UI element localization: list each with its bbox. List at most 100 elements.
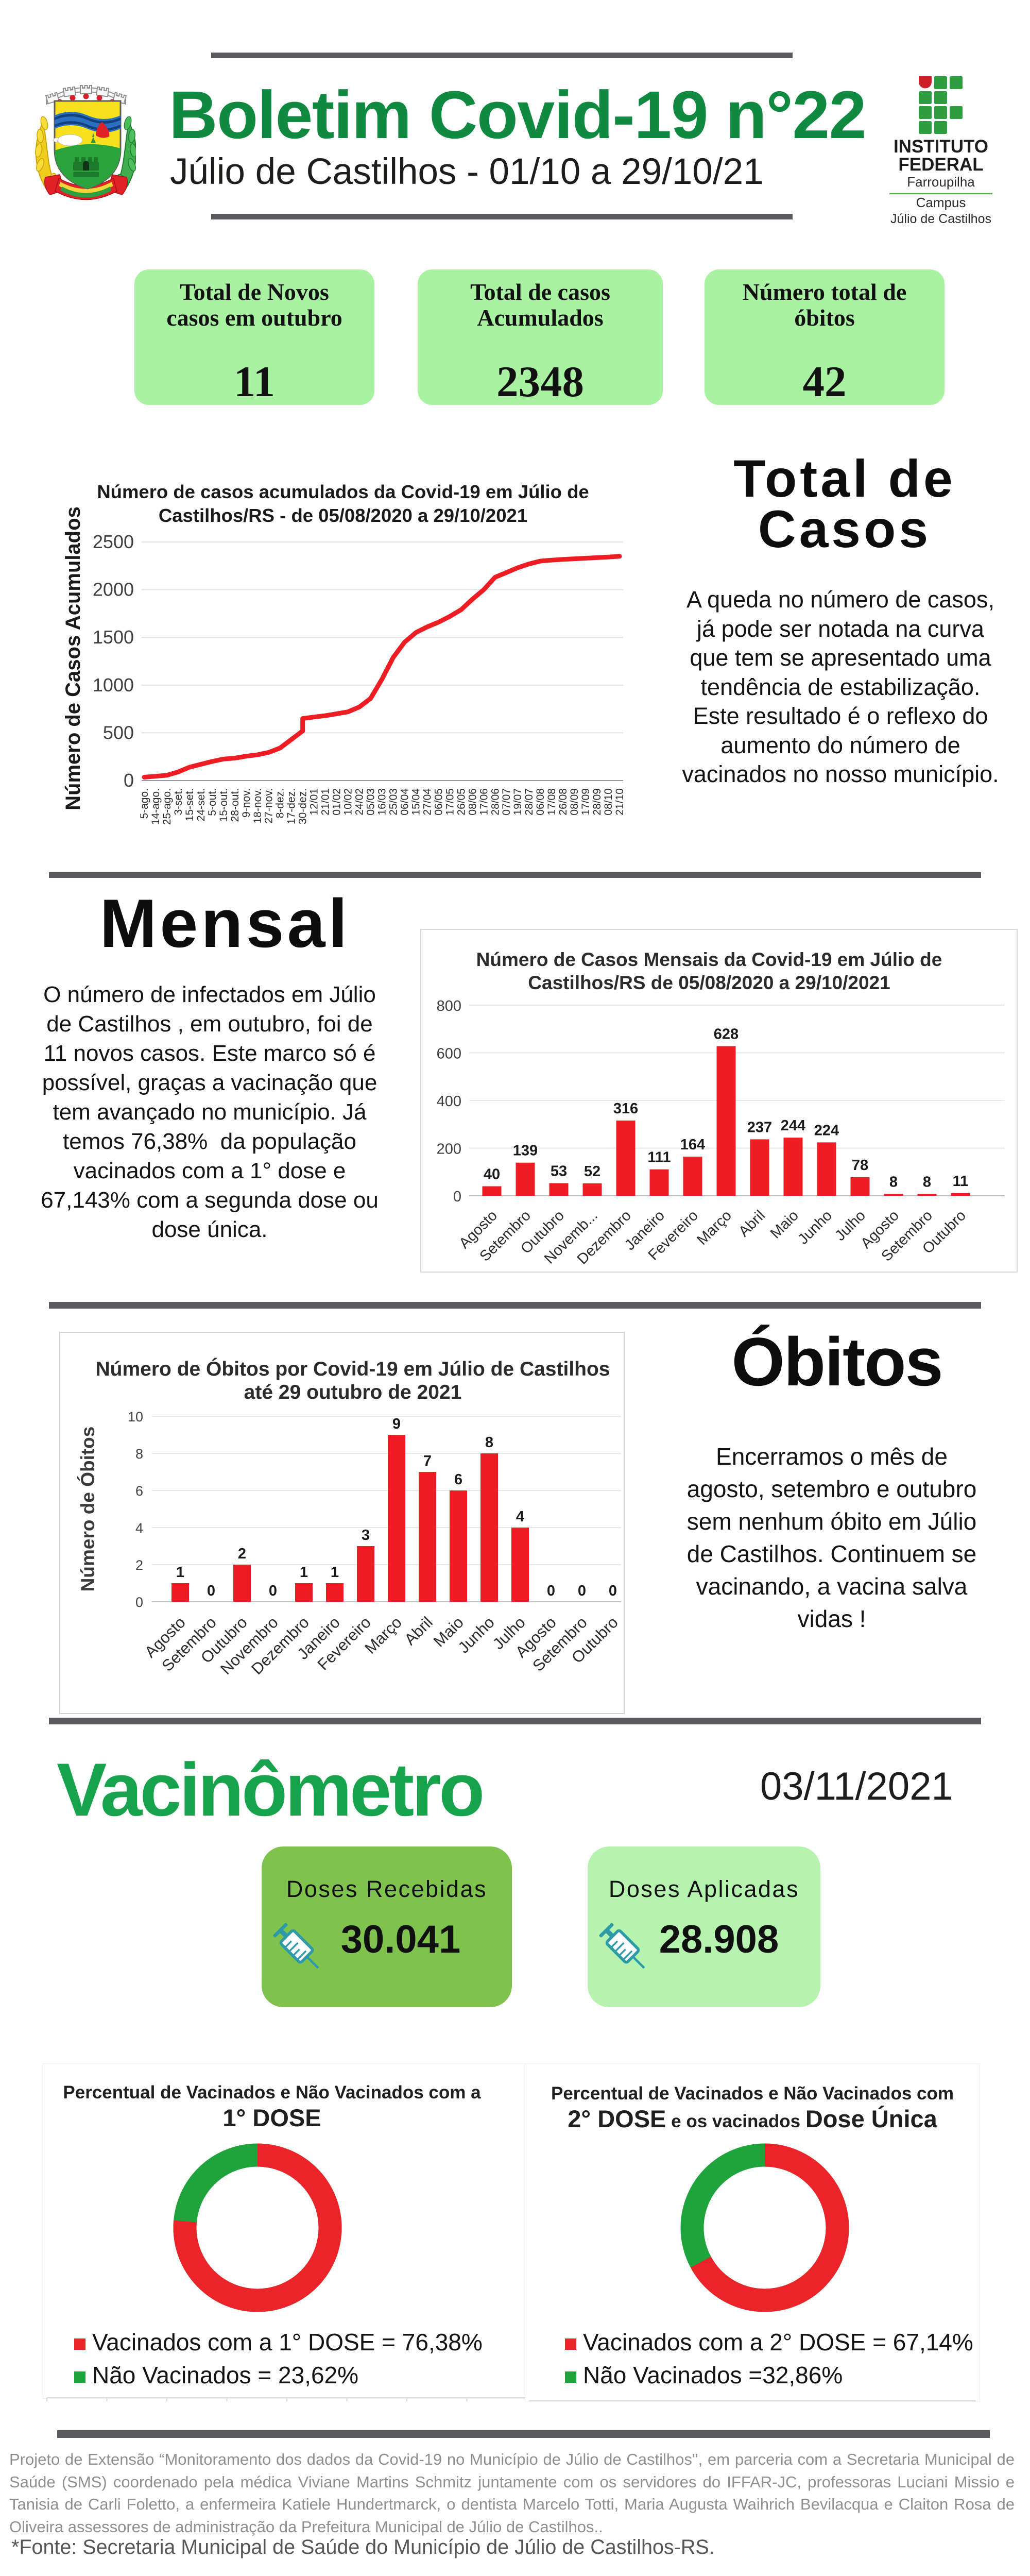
svg-text:FEDERAL: FEDERAL: [898, 155, 983, 175]
svg-text:17-dez.: 17-dez.: [286, 788, 298, 824]
svg-text:17/08: 17/08: [546, 788, 558, 816]
svg-text:25-ago.: 25-ago.: [161, 788, 173, 825]
svg-text:Júlio de Castilhos: Júlio de Castilhos: [890, 212, 991, 226]
svg-text:237: 237: [747, 1119, 772, 1136]
svg-text:6: 6: [454, 1471, 462, 1488]
svg-text:53: 53: [551, 1163, 567, 1180]
svg-text:628: 628: [714, 1026, 739, 1043]
svg-text:15/04: 15/04: [410, 788, 422, 816]
svg-text:26/08: 26/08: [557, 788, 569, 816]
svg-text:17/06: 17/06: [478, 788, 490, 816]
svg-text:27/04: 27/04: [421, 788, 433, 816]
svg-text:Vacinados com a 1° DOSE = 76,3: Vacinados com a 1° DOSE = 76,38%: [92, 2329, 483, 2355]
svg-text:8: 8: [923, 1174, 931, 1190]
svg-text:28-out.: 28-out.: [229, 788, 241, 822]
svg-text:111: 111: [647, 1149, 671, 1166]
svg-text:1: 1: [300, 1564, 308, 1581]
svg-text:0: 0: [453, 1189, 461, 1205]
svg-text:2: 2: [238, 1546, 246, 1562]
svg-text:2500: 2500: [93, 531, 134, 552]
svg-text:200: 200: [437, 1141, 461, 1158]
svg-text:11: 11: [953, 1173, 969, 1190]
svg-text:244: 244: [781, 1117, 805, 1134]
svg-text:2000: 2000: [93, 579, 134, 600]
svg-text:INSTITUTO: INSTITUTO: [894, 137, 988, 157]
svg-text:8-dez.: 8-dez.: [274, 788, 286, 818]
svg-text:600: 600: [437, 1046, 461, 1062]
svg-text:1500: 1500: [93, 626, 134, 648]
svg-text:1: 1: [331, 1564, 339, 1581]
svg-text:8: 8: [485, 1434, 493, 1451]
svg-text:6: 6: [135, 1483, 143, 1499]
svg-text:5-ago.: 5-ago.: [139, 788, 150, 819]
svg-text:1000: 1000: [93, 674, 134, 696]
svg-text:9-nov.: 9-nov.: [241, 788, 252, 818]
svg-text:Não Vacinados =32,86%: Não Vacinados =32,86%: [583, 2362, 843, 2388]
svg-text:06/08: 06/08: [535, 788, 546, 816]
svg-text:06/05: 06/05: [433, 788, 444, 816]
svg-text:16/03: 16/03: [376, 788, 388, 816]
svg-text:05/03: 05/03: [365, 788, 377, 816]
svg-text:21/10: 21/10: [614, 788, 626, 816]
svg-text:25/03: 25/03: [388, 788, 400, 816]
svg-text:0: 0: [124, 770, 134, 791]
svg-text:01/02: 01/02: [331, 788, 343, 816]
svg-text:316: 316: [613, 1100, 638, 1117]
svg-text:800: 800: [437, 998, 461, 1014]
svg-text:28/09: 28/09: [591, 788, 603, 816]
svg-text:139: 139: [513, 1143, 538, 1159]
svg-text:8: 8: [135, 1446, 143, 1462]
svg-text:9: 9: [392, 1416, 401, 1432]
svg-text:15-set.: 15-set.: [184, 788, 196, 821]
svg-text:3: 3: [362, 1527, 370, 1544]
svg-text:224: 224: [814, 1122, 839, 1139]
svg-text:Não Vacinados = 23,62%: Não Vacinados = 23,62%: [92, 2362, 358, 2388]
svg-text:0: 0: [269, 1583, 277, 1599]
svg-text:08/10: 08/10: [603, 788, 614, 816]
svg-text:0: 0: [609, 1583, 617, 1599]
svg-text:7: 7: [423, 1453, 432, 1469]
svg-text:10: 10: [128, 1409, 143, 1425]
svg-text:12/01: 12/01: [308, 788, 320, 816]
svg-text:até 29 outubro de 2021: até 29 outubro de 2021: [244, 1381, 462, 1403]
svg-text:28/07: 28/07: [523, 788, 535, 816]
svg-text:Percentual de Vacinados e Não: Percentual de Vacinados e Não Vacinados …: [63, 2082, 481, 2103]
svg-text:Castilhos/RS de 05/08/2020 a 2: Castilhos/RS de 05/08/2020 a 29/10/2021: [528, 972, 890, 993]
svg-text:Castilhos/RS - de 05/08/2020 a: Castilhos/RS - de 05/08/2020 a 29/10/202…: [159, 505, 527, 526]
svg-text:1° DOSE: 1° DOSE: [222, 2104, 321, 2131]
svg-text:Percentual de Vacinados e Não: Percentual de Vacinados e Não Vacinados …: [551, 2083, 954, 2104]
svg-text:28/06: 28/06: [489, 788, 501, 816]
svg-text:21/01: 21/01: [320, 788, 332, 816]
svg-text:40: 40: [484, 1166, 500, 1183]
svg-text:24-set.: 24-set.: [195, 788, 207, 821]
svg-text:08/06: 08/06: [467, 788, 478, 816]
svg-text:10/02: 10/02: [342, 788, 354, 816]
svg-text:07/07: 07/07: [501, 788, 512, 816]
svg-text:0: 0: [547, 1583, 555, 1599]
svg-text:Número de Casos Mensais da Cov: Número de Casos Mensais da Covid-19 em J…: [476, 949, 942, 970]
svg-text:27-nov.: 27-nov.: [263, 788, 275, 824]
svg-text:78: 78: [852, 1157, 868, 1174]
svg-text:24/02: 24/02: [354, 788, 366, 816]
svg-text:26/05: 26/05: [455, 788, 467, 816]
svg-text:18-nov.: 18-nov.: [252, 788, 264, 824]
svg-text:1: 1: [176, 1564, 184, 1581]
svg-text:14-ago.: 14-ago.: [150, 788, 162, 825]
svg-text:15-out.: 15-out.: [218, 788, 230, 822]
svg-text:4: 4: [516, 1509, 524, 1525]
svg-text:17/05: 17/05: [444, 788, 456, 816]
svg-text:30-dez.: 30-dez.: [297, 788, 309, 824]
svg-text:Vacinados com a 2° DOSE = 67,1: Vacinados com a 2° DOSE = 67,14%: [583, 2329, 973, 2355]
svg-text:19/07: 19/07: [512, 788, 524, 816]
svg-text:06/04: 06/04: [399, 788, 411, 816]
svg-text:0: 0: [578, 1583, 586, 1599]
svg-text:8: 8: [889, 1174, 898, 1190]
svg-text:2: 2: [135, 1557, 143, 1573]
svg-text:Número de Óbitos: Número de Óbitos: [77, 1427, 98, 1592]
svg-text:4: 4: [135, 1520, 143, 1536]
svg-text:3-set.: 3-set.: [173, 788, 184, 816]
svg-text:0: 0: [135, 1595, 143, 1610]
svg-text:17/09: 17/09: [580, 788, 592, 816]
svg-text:Campus: Campus: [916, 195, 966, 210]
svg-text:52: 52: [584, 1163, 600, 1180]
